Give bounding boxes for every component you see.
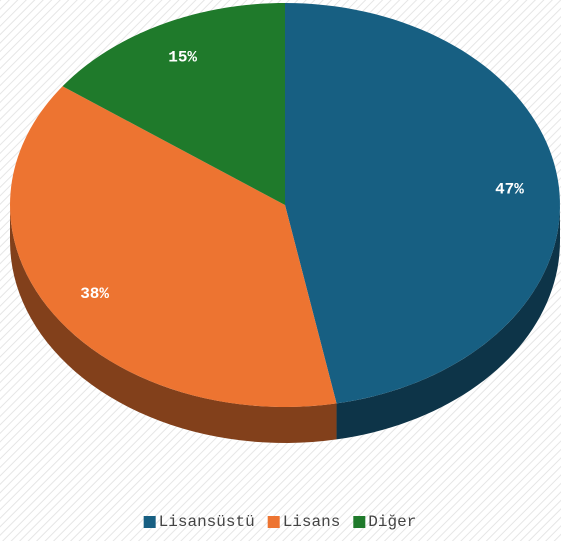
legend-swatch	[353, 516, 366, 528]
pie-side	[336, 205, 560, 440]
legend-label: Diğer	[368, 513, 416, 531]
legend-swatch	[143, 516, 156, 528]
value-label: 47%	[495, 181, 524, 199]
pie-slice	[10, 86, 337, 407]
value-label: 15%	[168, 49, 197, 67]
value-label: 38%	[80, 285, 109, 303]
legend-label: Lisans	[283, 513, 341, 531]
pie-side	[10, 205, 337, 443]
pie-slice	[62, 3, 285, 205]
pie-slice	[285, 3, 560, 404]
legend-label: Lisansüstü	[159, 513, 255, 531]
legend-swatch	[267, 516, 280, 528]
